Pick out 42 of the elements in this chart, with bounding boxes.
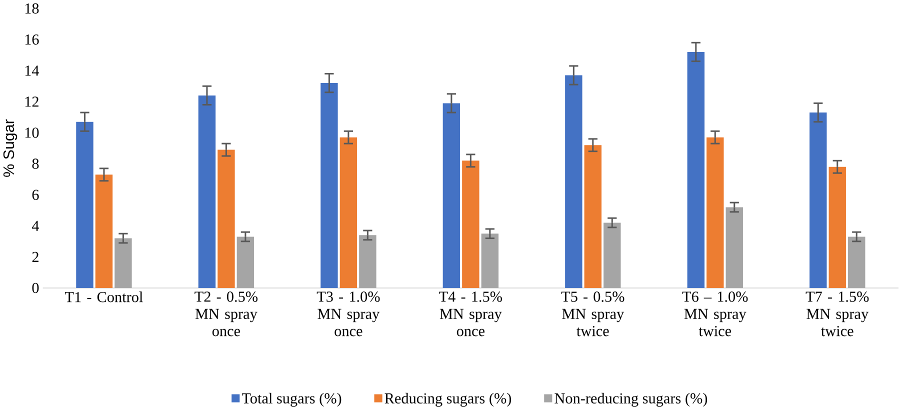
x-tick-label: T2 - 0.5% MN spray once (194, 292, 258, 336)
legend-label: Non-reducing sugars (%) (554, 392, 708, 407)
bar (95, 174, 113, 288)
x-tick-label: T4 - 1.5% MN spray once (439, 292, 502, 336)
y-tick-label: 16 (25, 34, 39, 45)
bar (462, 160, 480, 288)
x-tick-label: T6 – 1.0% MN spray twice (682, 292, 748, 336)
bar (810, 112, 827, 288)
y-tick-label: 18 (25, 3, 39, 14)
bar (320, 83, 338, 288)
bar (481, 234, 499, 288)
x-tick-label: T7 - 1.5% MN spray twice (806, 292, 869, 336)
bar (706, 137, 724, 288)
bar (848, 236, 866, 288)
x-tick-label: T5 - 0.5% MN spray twice (561, 292, 624, 336)
bar (114, 238, 132, 288)
x-tick-label: T1 - Control (65, 292, 143, 302)
bar (584, 145, 602, 288)
bar (340, 137, 358, 288)
y-tick-label: 8 (32, 158, 39, 169)
bar (687, 52, 705, 288)
y-tick-label: 10 (25, 128, 39, 138)
y-tick-label: 0 (32, 282, 39, 294)
legend-label: Reducing sugars (%) (384, 392, 512, 407)
bar (218, 150, 235, 288)
y-tick-label: 14 (25, 66, 40, 76)
y-tick-label: 2 (32, 252, 38, 262)
y-tick-label: 4 (32, 220, 40, 231)
bar (726, 207, 743, 288)
bar (565, 75, 582, 288)
y-tick-label: 12 (25, 96, 38, 107)
legend-label: Total sugars (%) (242, 392, 342, 407)
y-tick-label: 6 (32, 190, 39, 200)
bar (828, 166, 846, 288)
bar (442, 103, 460, 288)
bar (604, 222, 621, 288)
bar (359, 235, 376, 288)
x-tick-label: T3 - 1.0% MN spray once (316, 292, 380, 336)
bar (198, 95, 216, 288)
y-axis-title: % Sugar (3, 119, 18, 177)
bar (236, 236, 254, 288)
bar (76, 122, 94, 288)
